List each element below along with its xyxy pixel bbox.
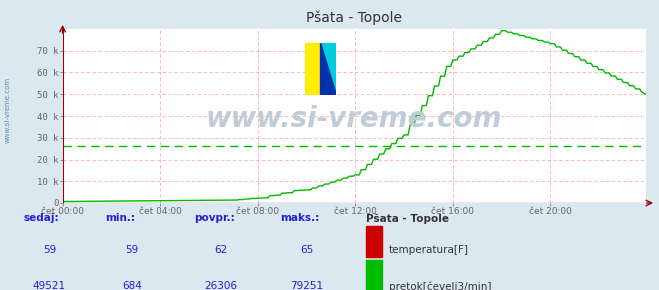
Text: 62: 62: [214, 245, 227, 255]
Text: www.si-vreme.com: www.si-vreme.com: [206, 106, 502, 133]
Bar: [366, 260, 382, 290]
Text: 59: 59: [43, 245, 56, 255]
Bar: [304, 43, 320, 95]
Text: 79251: 79251: [290, 281, 323, 290]
Bar: [366, 226, 382, 257]
Text: www.si-vreme.com: www.si-vreme.com: [5, 77, 11, 143]
Polygon shape: [320, 43, 337, 95]
Text: min.:: min.:: [105, 213, 136, 223]
Text: Pšata - Topole: Pšata - Topole: [366, 213, 449, 224]
Text: maks.:: maks.:: [280, 213, 320, 223]
Text: 49521: 49521: [33, 281, 66, 290]
Title: Pšata - Topole: Pšata - Topole: [306, 10, 402, 25]
Polygon shape: [320, 43, 337, 95]
Text: povpr.:: povpr.:: [194, 213, 235, 223]
Text: 684: 684: [122, 281, 142, 290]
Text: 65: 65: [300, 245, 313, 255]
Text: pretok[čevelj3/min]: pretok[čevelj3/min]: [389, 281, 492, 290]
Text: temperatura[F]: temperatura[F]: [389, 245, 469, 255]
Text: 26306: 26306: [204, 281, 237, 290]
Text: 59: 59: [125, 245, 138, 255]
Text: sedaj:: sedaj:: [23, 213, 59, 223]
